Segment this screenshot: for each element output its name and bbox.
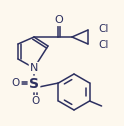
Text: S: S: [29, 77, 39, 91]
Text: Cl: Cl: [98, 24, 108, 34]
Text: N: N: [30, 63, 38, 73]
Text: O: O: [31, 96, 39, 106]
Text: O: O: [55, 15, 63, 25]
Text: Cl: Cl: [98, 40, 108, 50]
Text: O: O: [12, 78, 20, 88]
